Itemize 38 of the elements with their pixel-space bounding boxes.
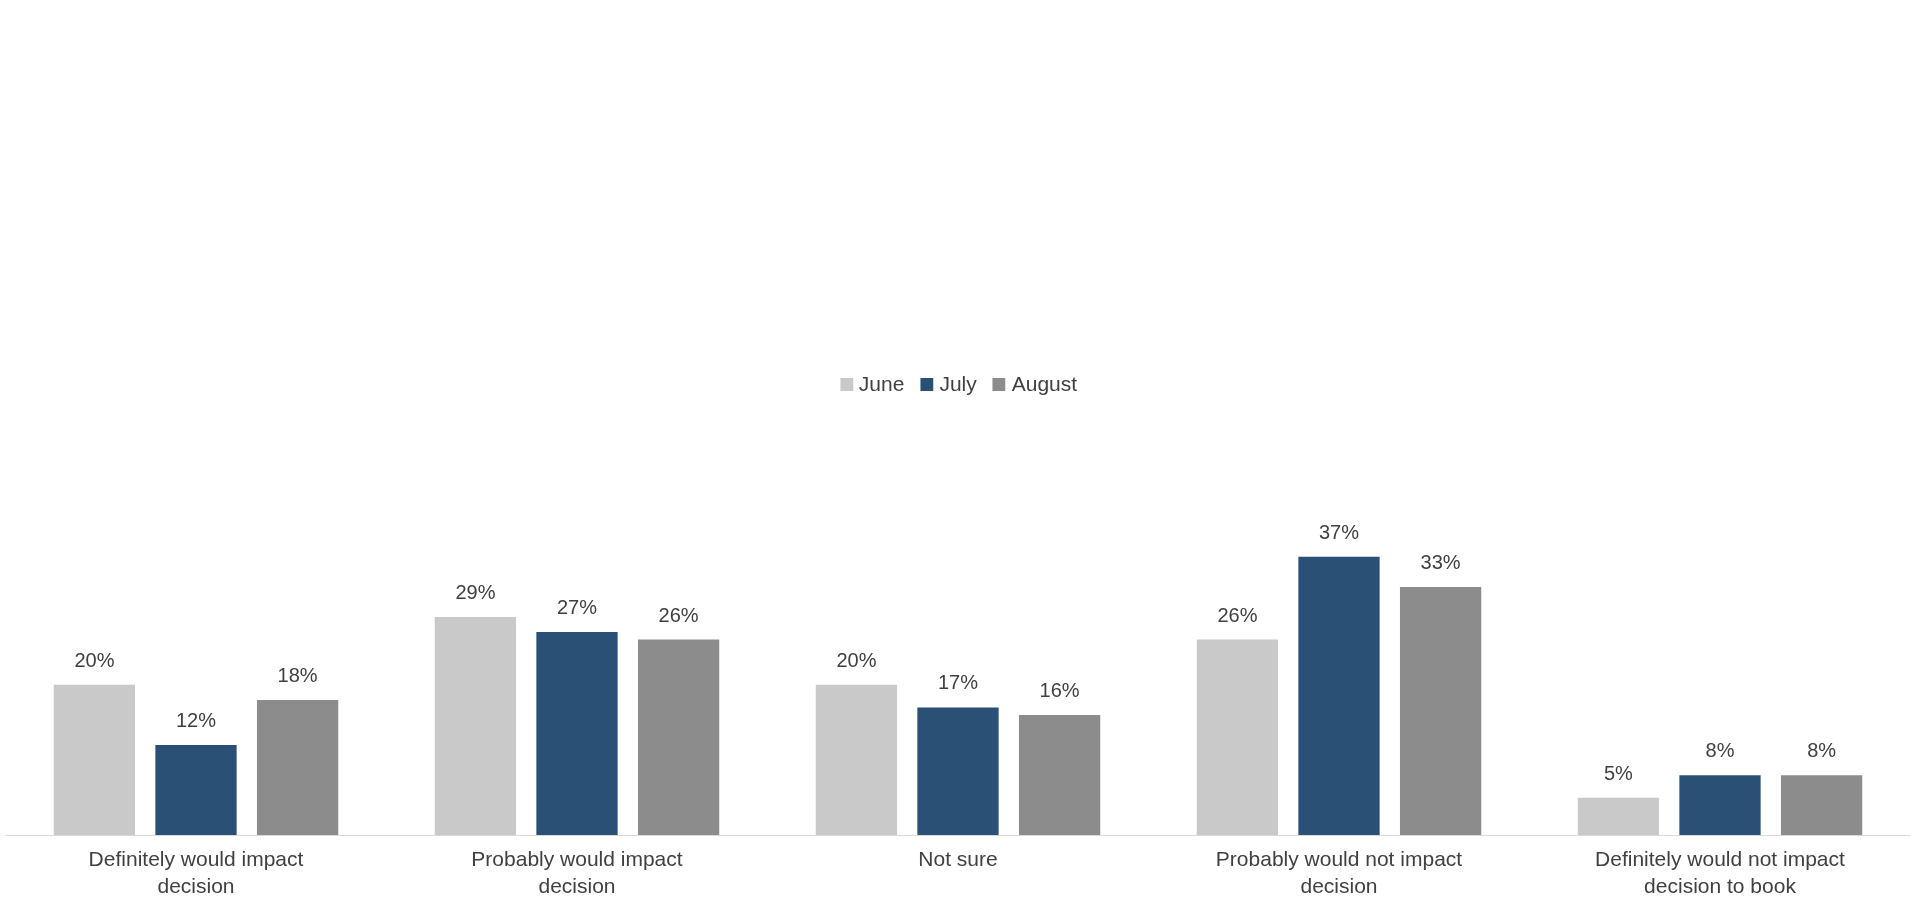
bar <box>1196 639 1279 836</box>
bar <box>1399 586 1482 836</box>
x-tick-label: Probably would impact decision <box>471 846 683 898</box>
x-tick-label: Definitely would not impact decision to book <box>1595 846 1846 898</box>
bar <box>917 707 999 836</box>
bar <box>53 684 136 836</box>
bar <box>536 632 618 836</box>
bar <box>1780 775 1863 836</box>
x-tick-label: Definitely would impact decision <box>88 846 304 898</box>
bar <box>1577 797 1660 836</box>
data-label: 20% <box>74 648 115 671</box>
legend-label: August <box>1011 372 1078 396</box>
x-tick-label: Not sure <box>918 846 998 870</box>
data-label: 8% <box>1807 739 1837 762</box>
data-label: 29% <box>455 581 496 604</box>
data-label: 20% <box>836 648 877 671</box>
bar <box>1298 556 1380 836</box>
bar <box>1679 775 1761 836</box>
data-label: 17% <box>937 671 979 694</box>
data-label: 16% <box>1039 678 1080 701</box>
data-label: 33% <box>1420 550 1461 573</box>
legend-label: July <box>939 372 977 396</box>
bar <box>256 699 339 836</box>
data-label: 5% <box>1603 761 1634 784</box>
legend-label: June <box>858 372 905 396</box>
x-tick-label: Probably would not impact decision <box>1215 846 1463 898</box>
data-label: 8% <box>1705 739 1735 762</box>
bar <box>1018 714 1101 836</box>
data-label: 37% <box>1318 520 1360 543</box>
bar <box>637 639 720 836</box>
data-label: 26% <box>658 603 699 626</box>
data-label: 12% <box>175 709 217 732</box>
data-label: 26% <box>1217 603 1258 626</box>
bar <box>815 684 898 836</box>
bar <box>155 745 237 836</box>
data-label: 18% <box>277 663 318 686</box>
bar <box>434 617 517 836</box>
data-label: 27% <box>556 596 598 619</box>
